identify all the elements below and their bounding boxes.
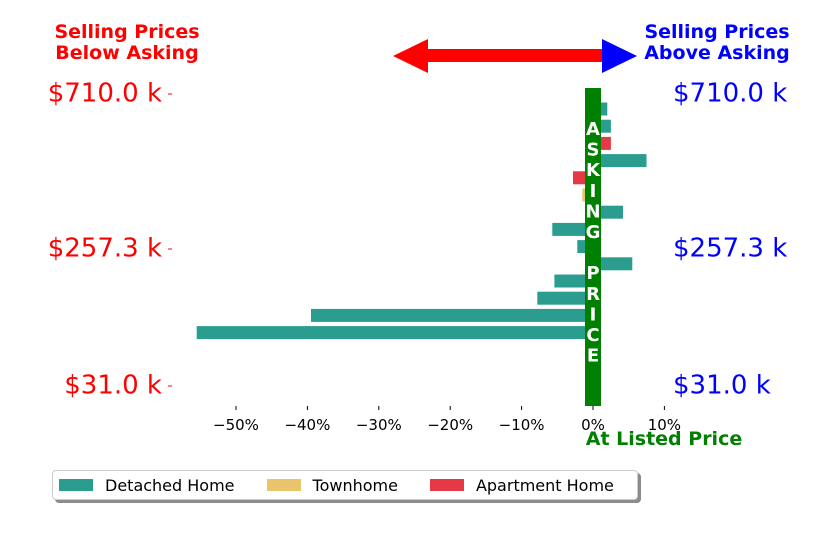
asking-letter-2: S xyxy=(587,140,600,161)
bar-12 xyxy=(537,291,593,305)
asking-letter-12: E xyxy=(587,346,599,367)
x-tick-label-2: −40% xyxy=(284,416,330,434)
y-label-left-2: $257.3 k xyxy=(48,234,162,264)
asking-letter-3: K xyxy=(586,160,601,181)
bar-11 xyxy=(554,274,593,288)
legend-swatch-detached xyxy=(59,479,93,491)
x-tick-label-3: −30% xyxy=(356,416,402,434)
x-axis: −50% −40% −30% −20% −10% 0% 10%At Listed Price xyxy=(213,406,742,450)
legend-label-townhome: Townhome xyxy=(312,475,398,495)
header-left-line-2: Below Asking xyxy=(55,42,198,64)
bar-13 xyxy=(311,308,593,322)
at-listed-price-label: At Listed Price xyxy=(586,428,742,450)
x-tick-label-5: −10% xyxy=(499,416,545,434)
y-label-right-1: $710.0 k xyxy=(673,79,787,109)
asking-letter-6: G xyxy=(586,222,601,243)
header-right-line-1: Selling Prices xyxy=(644,21,789,43)
legend-item-apartment: Apartment Home xyxy=(429,475,614,495)
arrow-shaft xyxy=(426,49,604,62)
legend-item-detached: Detached Home xyxy=(59,476,235,495)
asking-letter-8: P xyxy=(586,263,599,284)
bar-4 xyxy=(593,154,647,168)
legend-label-detached: Detached Home xyxy=(105,475,235,495)
bar-14 xyxy=(196,326,593,340)
direction-arrow xyxy=(393,39,637,73)
x-tick-label-7: 10% xyxy=(648,416,681,434)
asking-letter-5: N xyxy=(585,201,600,222)
legend: Detached Home Townhome Apartment Home xyxy=(52,470,638,500)
y-label-left-1: $710.0 k xyxy=(48,79,162,109)
asking-price-band xyxy=(585,88,601,406)
bars-group xyxy=(196,102,647,340)
asking-letter-4: I xyxy=(590,181,597,202)
asking-letter-10: I xyxy=(590,304,597,325)
arrow-left-head xyxy=(393,39,428,73)
legend-swatch-apartment xyxy=(429,479,464,491)
y-label-right-3: $31.0 k xyxy=(673,371,771,401)
asking-letter-9: R xyxy=(586,284,600,305)
bar-8 xyxy=(552,222,593,236)
bar-10 xyxy=(593,257,633,271)
legend-item-townhome: Townhome xyxy=(266,475,398,495)
y-axis: $710.0 k $257.3 k $31.0 k $710.0 k $257.3 k $… xyxy=(48,79,788,401)
x-tick-label-4: −20% xyxy=(427,416,473,434)
legend-label-apartment: Apartment Home xyxy=(475,475,614,495)
y-label-left-3: $31.0 k xyxy=(64,371,162,401)
legend-swatch-townhome xyxy=(266,479,301,491)
asking-letter-11: C xyxy=(586,325,599,346)
x-tick-label-1: −50% xyxy=(213,416,259,434)
header-left-line-1: Selling Prices xyxy=(54,21,199,43)
arrow-right-head xyxy=(602,39,637,73)
x-tick-label-6: 0% xyxy=(581,416,605,434)
y-label-right-2: $257.3 k xyxy=(673,234,787,264)
asking-letter-1: A xyxy=(586,119,600,140)
header-right-line-2: Above Asking xyxy=(644,42,790,64)
